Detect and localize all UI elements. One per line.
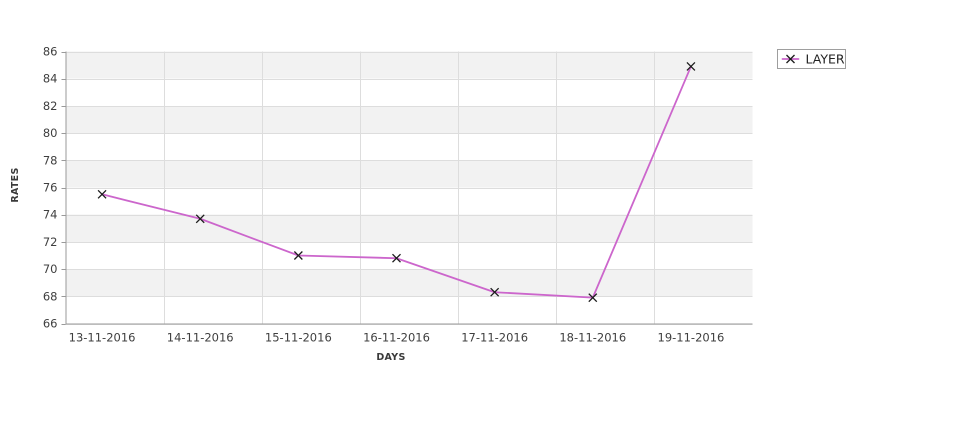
data-point-marker[interactable]: [490, 287, 500, 297]
y-tick-label: 80: [43, 126, 58, 140]
legend-marker-x-icon: [786, 54, 795, 64]
data-point-markers: [97, 62, 696, 303]
grid-band: [65, 241, 753, 270]
data-point-marker[interactable]: [195, 214, 205, 224]
x-tick-label: 17-11-2016: [461, 331, 528, 345]
grid-band: [65, 51, 753, 79]
legend[interactable]: LAYER: [777, 49, 846, 69]
legend-item-label[interactable]: LAYER: [806, 52, 845, 67]
x-axis-title: DAYS: [376, 352, 405, 363]
y-axis-title: RATES: [10, 167, 21, 202]
grid-band: [65, 133, 753, 161]
data-point-marker[interactable]: [293, 251, 303, 260]
y-tick-labels: 66 68 70 72 74 76 78 80 82 84 86: [43, 45, 58, 331]
y-tick-label: 66: [43, 317, 58, 331]
horizontal-gridlines: [65, 52, 753, 325]
y-tick-label: 70: [43, 262, 58, 276]
x-tick-label: 16-11-2016: [363, 331, 430, 345]
x-tick-label: 19-11-2016: [658, 331, 725, 345]
x-tick-label: 14-11-2016: [167, 331, 234, 345]
x-tick-labels: 13-11-2016 14-11-2016 15-11-2016 16-11-2016…: [69, 331, 725, 345]
data-point-marker[interactable]: [97, 189, 107, 199]
x-tick-label: 15-11-2016: [265, 331, 332, 345]
y-tick-label: 84: [43, 72, 58, 86]
grid-bands: [65, 51, 753, 324]
y-axis: [61, 51, 67, 325]
y-tick-label: 82: [43, 99, 58, 113]
x-tick-label: 18-11-2016: [559, 331, 626, 345]
data-point-marker[interactable]: [392, 253, 401, 263]
legend-box: [777, 49, 846, 69]
y-tick-label: 78: [43, 153, 58, 167]
grid-band: [65, 296, 753, 324]
y-tick-label: 68: [43, 289, 58, 303]
grid-band: [65, 269, 753, 297]
y-tick-label: 72: [43, 235, 58, 249]
y-tick-label: 86: [43, 45, 58, 59]
data-point-marker[interactable]: [686, 62, 696, 71]
grid-band: [65, 160, 753, 188]
data-point-marker[interactable]: [588, 293, 598, 303]
y-tick-label: 76: [43, 181, 58, 195]
grid-band: [65, 214, 753, 242]
grid-band: [65, 105, 753, 134]
y-tick-label: 74: [43, 208, 58, 222]
vertical-gridlines: [164, 51, 655, 324]
x-tick-label: 13-11-2016: [69, 331, 136, 345]
grid-band: [65, 78, 753, 106]
